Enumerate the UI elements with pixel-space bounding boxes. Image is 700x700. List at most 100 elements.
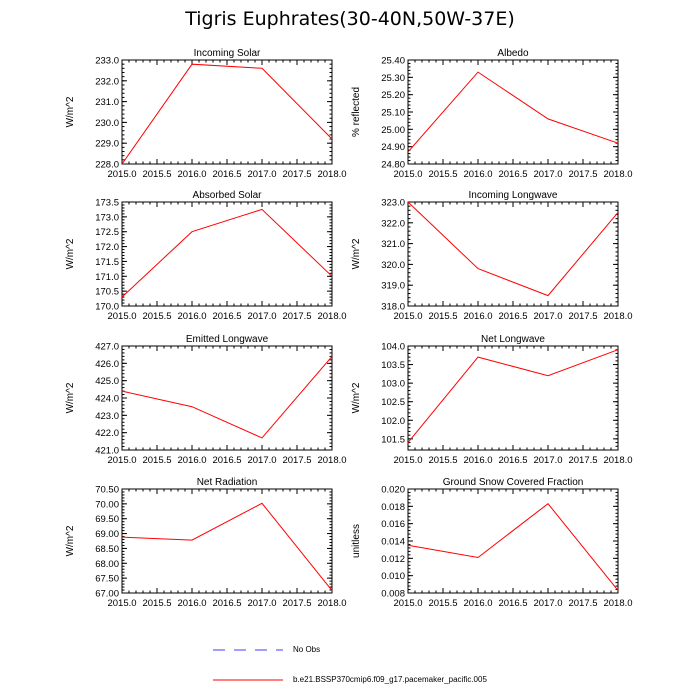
chart-panel-1: Albedo % reflected 2015.0 2015.5 2016.0 2016.…: [351, 48, 633, 180]
x-tick-label: 2017.0: [247, 598, 276, 609]
y-tick-label: 103.5: [381, 360, 405, 371]
chart-title: Absorbed Solar: [193, 190, 263, 201]
x-tick-label: 2016.0: [463, 311, 492, 322]
chart-title: Net Radiation: [197, 477, 258, 488]
y-tick-label: 172.5: [95, 227, 119, 238]
x-tick-label: 2017.0: [533, 311, 562, 322]
x-tick-label: 2016.5: [498, 311, 527, 322]
x-tick-label: 2018.0: [317, 169, 346, 180]
chart-panel-7: Ground Snow Covered Fraction unitless 2015…: [351, 477, 633, 609]
y-tick-label: 426.0: [95, 359, 119, 370]
y-tick-label: 68.50: [95, 544, 119, 555]
x-tick-label: 2016.0: [177, 455, 206, 466]
x-tick-label: 2018.0: [317, 311, 346, 322]
plot-frame: [121, 59, 333, 165]
y-tick-label: 102.0: [381, 416, 405, 427]
chart-title: Ground Snow Covered Fraction: [443, 477, 584, 488]
chart-title: Incoming Longwave: [469, 190, 558, 201]
x-tick-label: 2016.0: [463, 169, 492, 180]
series-line: [121, 502, 333, 591]
chart-title: Albedo: [497, 48, 529, 59]
y-tick-label: 67.00: [95, 589, 119, 600]
y-tick-label: 321.0: [381, 239, 405, 250]
x-tick-label: 2018.0: [603, 455, 632, 466]
y-tick-label: 422.0: [95, 428, 119, 439]
x-tick-label: 2016.0: [177, 598, 206, 609]
y-tick-label: 229.0: [95, 139, 119, 150]
x-tick-label: 2018.0: [317, 455, 346, 466]
y-tick-label: 318.0: [381, 302, 405, 313]
y-tick-label: 25.00: [381, 125, 405, 136]
series-line: [407, 349, 619, 443]
y-tick-label: 323.0: [381, 198, 405, 209]
y-axis-label: W/m^2: [65, 525, 76, 556]
y-tick-label: 104.0: [381, 342, 405, 353]
x-tick-label: 2015.0: [393, 311, 422, 322]
x-tick-label: 2015.0: [107, 311, 136, 322]
plot-frame: [407, 488, 619, 594]
y-tick-label: 24.80: [381, 160, 405, 171]
x-tick-label: 2017.5: [568, 455, 597, 466]
chart-title: Emitted Longwave: [186, 334, 269, 345]
x-tick-label: 2016.0: [177, 169, 206, 180]
y-tick-label: 427.0: [95, 342, 119, 353]
y-tick-label: 69.50: [95, 514, 119, 525]
series-line: [407, 503, 619, 591]
y-tick-label: 424.0: [95, 394, 119, 405]
y-tick-label: 233.0: [95, 56, 119, 67]
y-tick-label: 421.0: [95, 446, 119, 457]
x-tick-label: 2016.5: [498, 169, 527, 180]
x-tick-label: 2018.0: [317, 598, 346, 609]
x-tick-label: 2017.5: [282, 455, 311, 466]
x-tick-label: 2017.0: [533, 598, 562, 609]
series-line: [121, 356, 333, 439]
legend-model-line: [213, 679, 283, 681]
y-tick-label: 0.016: [381, 519, 405, 530]
y-tick-label: 25.10: [381, 108, 405, 119]
y-tick-label: 172.0: [95, 242, 119, 253]
x-tick-label: 2015.0: [393, 455, 422, 466]
y-tick-label: 103.0: [381, 379, 405, 390]
y-tick-label: 70.50: [95, 485, 119, 496]
y-axis-label: W/m^2: [65, 238, 76, 269]
x-tick-label: 2015.5: [428, 311, 457, 322]
x-tick-label: 2017.5: [568, 311, 597, 322]
x-tick-label: 2015.5: [428, 598, 457, 609]
chart-panel-5: Net Longwave W/m^2 2015.0 2015.5 2016.0 2016.…: [351, 334, 633, 466]
x-tick-label: 2017.0: [247, 311, 276, 322]
legend-obs-label: No Obs: [293, 645, 321, 654]
plot-frame: [407, 59, 619, 165]
y-tick-label: 230.0: [95, 118, 119, 129]
y-tick-label: 320.0: [381, 260, 405, 271]
y-tick-label: 173.5: [95, 198, 119, 209]
y-tick-label: 170.0: [95, 302, 119, 313]
legend-obs-line: [213, 649, 283, 651]
x-tick-label: 2017.5: [282, 169, 311, 180]
x-tick-label: 2018.0: [603, 169, 632, 180]
y-tick-label: 171.5: [95, 257, 119, 268]
x-tick-label: 2017.5: [282, 598, 311, 609]
y-tick-label: 0.012: [381, 554, 405, 565]
y-tick-label: 25.20: [381, 90, 405, 101]
y-tick-label: 425.0: [95, 376, 119, 387]
plot-frame: [121, 201, 333, 307]
y-tick-label: 102.5: [381, 397, 405, 408]
x-tick-label: 2016.5: [212, 311, 241, 322]
x-tick-label: 2016.5: [212, 169, 241, 180]
x-tick-label: 2016.0: [463, 455, 492, 466]
y-tick-label: 231.0: [95, 97, 119, 108]
y-tick-label: 0.020: [381, 485, 405, 496]
y-tick-label: 25.30: [381, 73, 405, 84]
series-line: [121, 208, 333, 298]
y-tick-label: 170.5: [95, 287, 119, 298]
y-tick-label: 25.40: [381, 56, 405, 67]
y-tick-label: 319.0: [381, 281, 405, 292]
chart-panel-3: Incoming Longwave W/m^2 2015.0 2015.5 2016.0…: [351, 190, 633, 322]
y-tick-label: 423.0: [95, 411, 119, 422]
chart-title: Incoming Solar: [194, 48, 261, 59]
figure-title: Tigris Euphrates(30-40N,50W-37E): [185, 8, 515, 30]
x-tick-label: 2016.5: [212, 455, 241, 466]
x-tick-label: 2015.5: [142, 455, 171, 466]
x-tick-label: 2016.0: [463, 598, 492, 609]
